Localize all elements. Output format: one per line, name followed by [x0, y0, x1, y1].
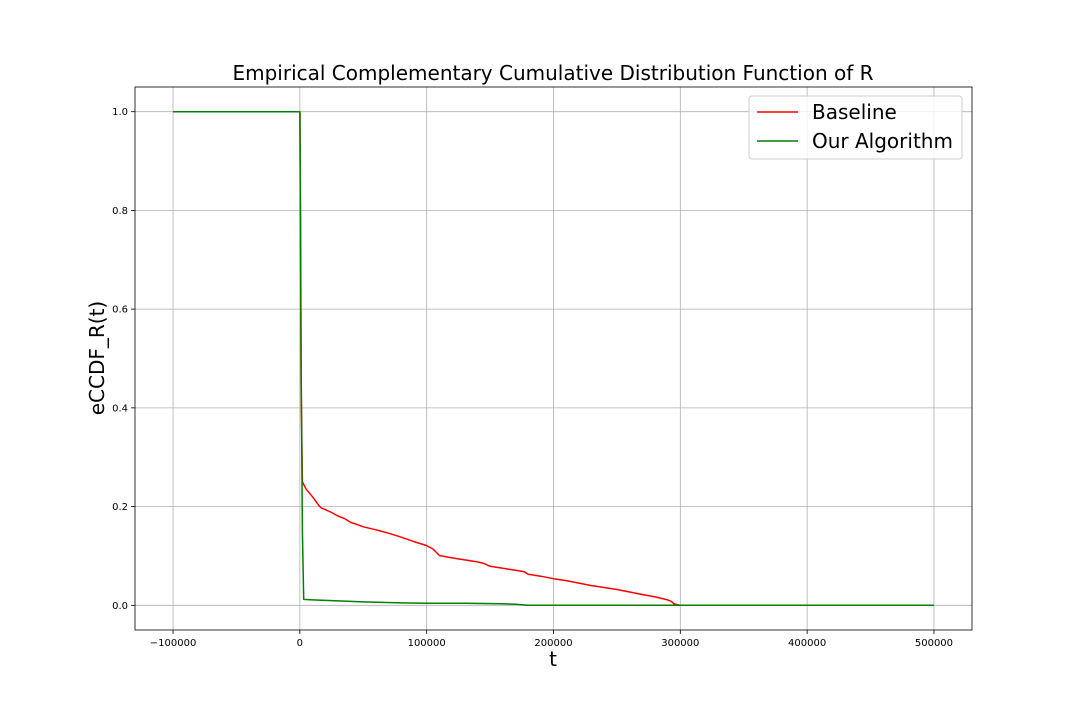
chart-title: Empirical Complementary Cumulative Distr… — [232, 61, 873, 85]
x-tick-label: 0 — [297, 638, 303, 649]
tick-layer: −100000 0 100000 200000 300000 400000 500000 0.… — [112, 107, 953, 649]
x-axis-label: t — [549, 647, 557, 671]
y-tick-label: 0.2 — [112, 502, 128, 513]
series-line-our-algorithm — [173, 110, 934, 607]
legend-label-our-algorithm: Our Algorithm — [812, 129, 953, 153]
x-tick-label: 200000 — [534, 638, 572, 649]
series-layer — [173, 110, 934, 607]
legend-box — [748, 95, 963, 160]
x-tick-label: 100000 — [408, 638, 446, 649]
y-tick-label: 0.8 — [112, 206, 128, 217]
legend: Baseline Our Algorithm — [748, 95, 963, 160]
y-tick-label: 1.0 — [112, 107, 128, 118]
x-tick-label: 400000 — [788, 638, 826, 649]
x-tick-label: 300000 — [661, 638, 699, 649]
y-tick-label: 0.6 — [112, 305, 128, 316]
y-tick-label: 0.4 — [112, 403, 128, 414]
legend-label-baseline: Baseline — [812, 100, 897, 124]
grid-layer — [135, 87, 972, 630]
x-tick-label: 500000 — [915, 638, 953, 649]
y-tick-label: 0.0 — [112, 601, 128, 612]
series-line-baseline — [173, 110, 934, 607]
x-tick-label: −100000 — [150, 638, 197, 649]
y-axis-label: eCCDF_R(t) — [85, 301, 109, 415]
